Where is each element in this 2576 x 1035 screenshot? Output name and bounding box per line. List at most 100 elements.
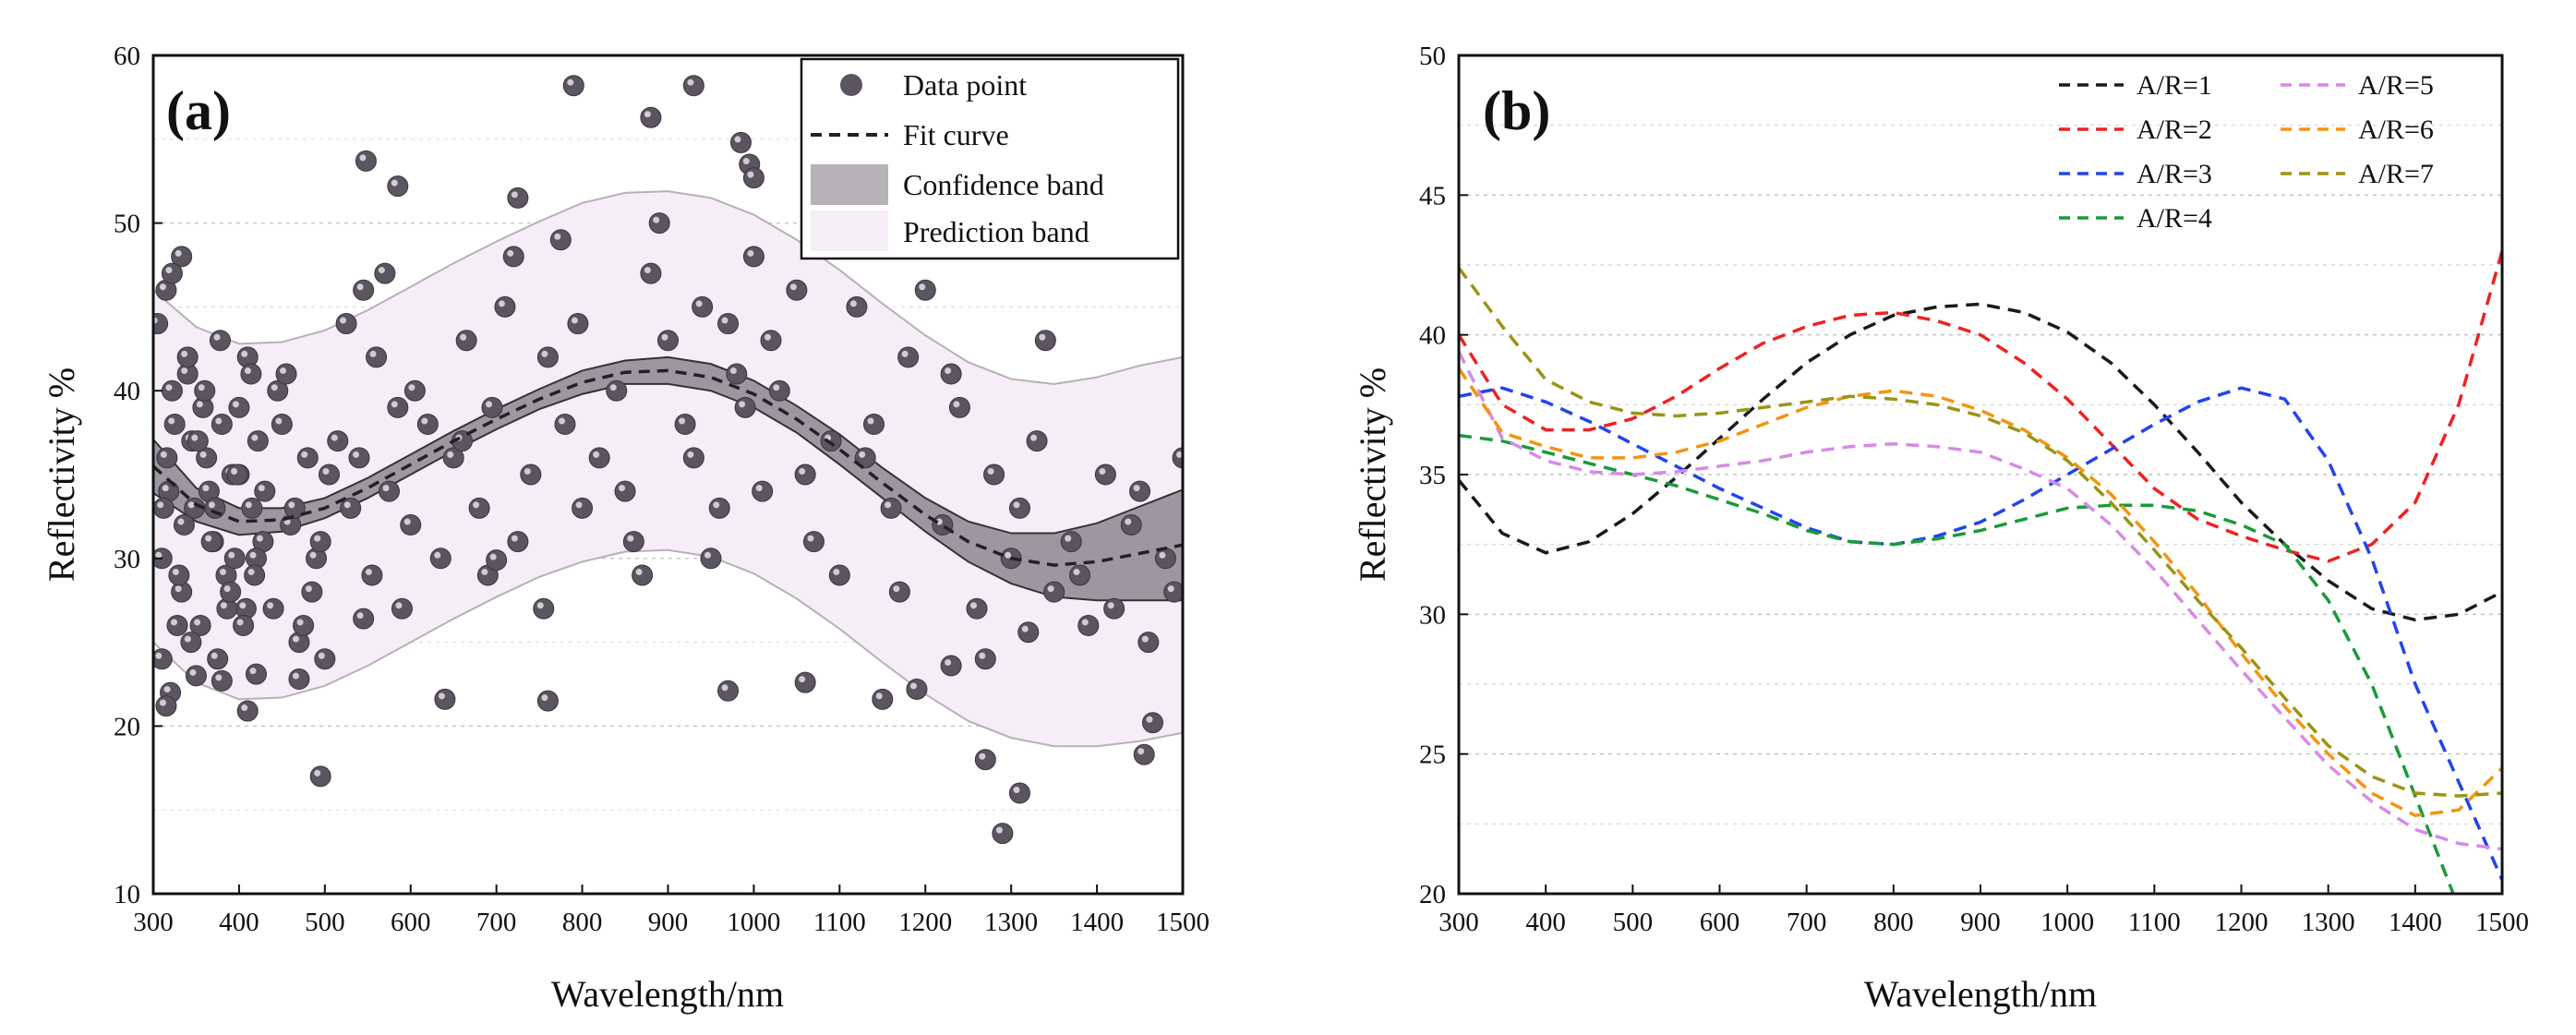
data-point [155, 695, 177, 717]
data-point [682, 75, 704, 97]
data-point-highlight [184, 635, 191, 643]
data-point [794, 671, 816, 693]
data-point-highlight [256, 535, 263, 542]
data-point [275, 363, 297, 385]
data-point-highlight [721, 317, 728, 324]
data-point [1163, 581, 1183, 603]
series-line-b [1459, 386, 2502, 881]
data-point-highlight [885, 501, 892, 509]
data-point-highlight [196, 401, 203, 408]
data-point [1026, 430, 1048, 452]
ticks-a: 300 400 500 600 700 800 900 1000 1100 1200 1300 140… [114, 42, 1210, 937]
data-point-highlight [953, 401, 960, 408]
data-point-highlight [198, 384, 205, 391]
data-point [640, 106, 662, 128]
y-tick-label-b: 40 [1419, 321, 1446, 351]
data-point-highlight [382, 485, 390, 492]
data-point [520, 463, 542, 486]
data-point [914, 279, 936, 301]
data-point-highlight [211, 652, 218, 659]
data-point-highlight [734, 136, 741, 143]
data-point-highlight [524, 468, 531, 475]
data-point [742, 246, 764, 268]
x-tick-label-b: 500 [1613, 908, 1654, 937]
data-point-highlight [258, 485, 265, 492]
data-point [536, 346, 559, 368]
data-point [614, 480, 636, 502]
data-point [872, 688, 894, 710]
data-point-highlight [867, 417, 874, 425]
data-point-highlight [909, 682, 917, 690]
data-point-highlight [159, 283, 166, 291]
data-point-highlight [408, 384, 415, 391]
data-point-highlight [849, 300, 857, 307]
x-tick-label-a: 400 [219, 908, 259, 937]
data-point [233, 614, 255, 636]
data-point-highlight [919, 283, 926, 291]
data-point-highlight [1099, 468, 1106, 475]
data-point [494, 295, 516, 318]
data-point-highlight [157, 501, 164, 509]
data-point [1043, 581, 1065, 603]
data-point-highlight [359, 154, 367, 162]
data-point-highlight [199, 451, 207, 458]
data-point-highlight [438, 692, 445, 700]
data-point [940, 363, 962, 385]
data-point-highlight [175, 585, 182, 593]
data-point-highlight [194, 619, 201, 626]
data-point-highlight [619, 485, 626, 492]
data-point [906, 678, 928, 700]
series-lines-b [1459, 250, 2502, 894]
data-point-highlight [935, 518, 943, 525]
legend-label-b: A/R=1 [2137, 70, 2212, 101]
data-point [209, 330, 231, 352]
series-line-b [1459, 266, 2502, 798]
data-point [1129, 480, 1151, 502]
data-point [682, 447, 704, 469]
data-point [588, 447, 610, 469]
data-point-highlight [593, 451, 600, 458]
data-point [1120, 513, 1142, 536]
data-point-highlight [165, 267, 173, 274]
data-point-highlight [292, 672, 299, 680]
x-tick-label-b: 1200 [2215, 908, 2269, 937]
data-point [153, 497, 175, 519]
data-point [1017, 621, 1040, 644]
data-point-highlight [421, 417, 428, 425]
data-point-highlight [554, 233, 561, 240]
data-point-highlight [945, 367, 952, 375]
data-point-highlight [181, 350, 188, 357]
data-point-highlight [395, 602, 403, 609]
data-point-highlight [609, 384, 617, 391]
data-point-highlight [175, 249, 182, 257]
x-tick-label-b: 300 [1438, 908, 1479, 937]
data-point-highlight [172, 568, 179, 575]
data-point-highlight [789, 283, 797, 291]
data-point-highlight [247, 568, 255, 575]
data-point-highlight [486, 401, 493, 408]
data-point-highlight [541, 350, 548, 357]
data-point [1138, 632, 1160, 654]
data-point-highlight [208, 501, 215, 509]
data-point-highlight [704, 551, 711, 559]
data-point-highlight [764, 333, 771, 341]
data-point-highlight [288, 501, 295, 509]
data-point [992, 823, 1014, 845]
panel-label-a: (a) [166, 80, 231, 141]
data-point-highlight [653, 216, 660, 223]
data-point-highlight [995, 826, 1003, 834]
data-point-highlight [189, 668, 197, 676]
data-point-highlight [1133, 485, 1140, 492]
data-point-highlight [489, 553, 497, 560]
data-point-highlight [1125, 518, 1132, 525]
series-line-b [1459, 351, 2502, 851]
x-tick-label-a: 1200 [898, 908, 952, 937]
data-point-highlight [893, 585, 900, 593]
data-point [533, 597, 555, 620]
data-point-highlight [679, 417, 686, 425]
data-point-highlight [215, 674, 223, 681]
data-point-highlight [331, 434, 338, 441]
x-tick-label-b: 1500 [2475, 908, 2529, 937]
data-point [729, 131, 752, 153]
data-point-highlight [365, 568, 372, 575]
